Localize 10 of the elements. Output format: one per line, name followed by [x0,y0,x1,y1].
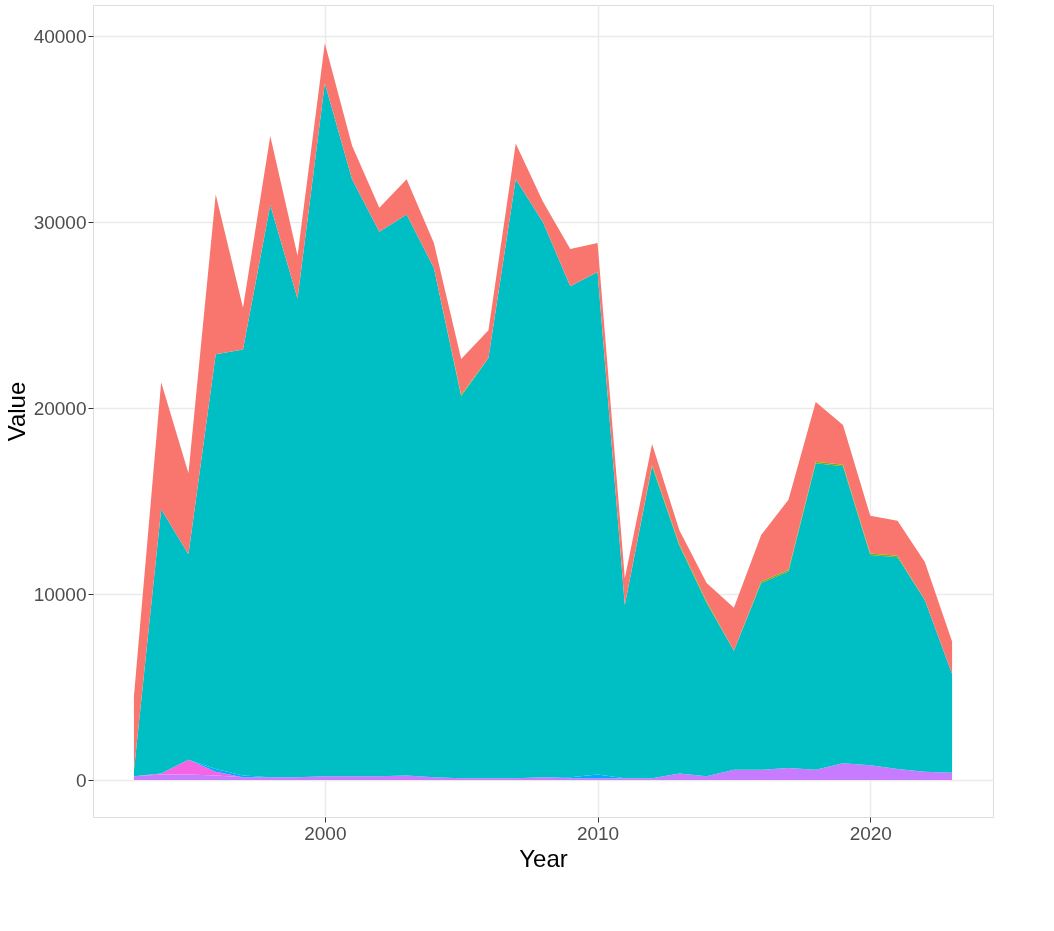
x-tick-label: 2010 [576,822,620,844]
x-tick-label: 2020 [849,822,892,844]
y-tick-label: 40000 [33,25,87,47]
x-axis-title: Year [519,844,568,872]
y-tick-label: 0 [75,769,87,791]
y-tick-label: 10000 [33,583,87,605]
y-axis-title: Value [2,381,30,442]
y-tick-label: 30000 [33,211,87,233]
y-tick-label: 20000 [33,397,87,419]
x-tick-label: 2000 [304,822,347,844]
